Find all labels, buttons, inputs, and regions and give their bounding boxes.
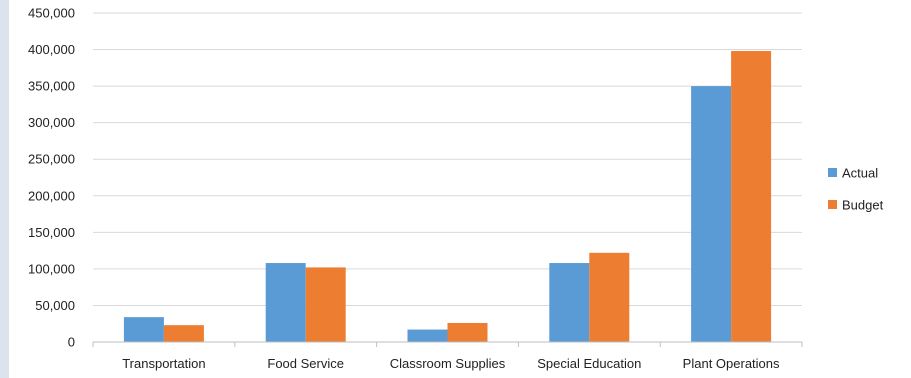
y-tick-label: 450,000: [28, 6, 75, 21]
bar-actual-3: [549, 263, 590, 342]
legend: Actual Budget: [828, 166, 884, 213]
bar-actual-4: [691, 86, 732, 342]
bar-budget-3: [589, 252, 630, 342]
legend-swatch-actual: [828, 168, 837, 177]
y-axis-tick-labels: 0 50,000 100,000 150,000 200,000 250,000 300,0…: [28, 6, 75, 350]
y-tick-label: 50,000: [35, 298, 75, 313]
bars: [123, 51, 772, 343]
x-axis: [92, 341, 803, 347]
bar-budget-1: [305, 267, 346, 342]
y-tick-label: 0: [68, 335, 75, 350]
x-category-label: Special Education: [537, 356, 641, 371]
bar-actual-2: [407, 329, 448, 342]
bar-budget-0: [163, 325, 204, 342]
legend-label-actual: Actual: [842, 166, 878, 181]
legend-swatch-budget: [828, 200, 837, 209]
x-category-label: Transportation: [122, 356, 205, 371]
y-tick-label: 400,000: [28, 42, 75, 57]
y-tick-label: 300,000: [28, 115, 75, 130]
bar-budget-4: [731, 51, 772, 343]
x-axis-category-labels: Transportation Food Service Classroom Supp…: [122, 356, 780, 371]
x-category-label: Food Service: [267, 356, 344, 371]
y-tick-label: 100,000: [28, 261, 75, 276]
x-category-label: Classroom Supplies: [390, 356, 506, 371]
gridlines: [93, 12, 802, 306]
bar-actual-0: [123, 317, 164, 342]
y-tick-label: 250,000: [28, 152, 75, 167]
y-tick-label: 200,000: [28, 188, 75, 203]
bar-budget-2: [447, 322, 488, 342]
x-category-label: Plant Operations: [683, 356, 780, 371]
y-tick-label: 150,000: [28, 225, 75, 240]
legend-label-budget: Budget: [842, 198, 884, 213]
bar-actual-1: [265, 263, 306, 342]
left-edge-strip: [0, 0, 9, 378]
y-tick-label: 350,000: [28, 79, 75, 94]
